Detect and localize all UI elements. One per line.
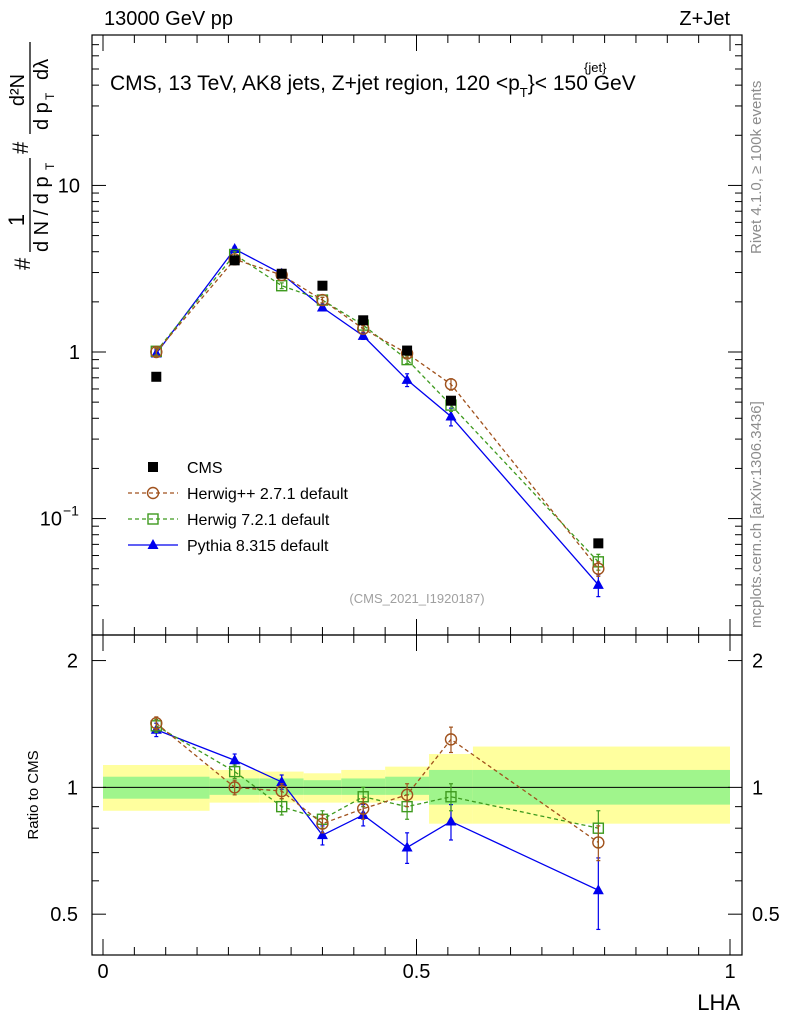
main-line-herwig-2-7-1-default [155, 258, 599, 570]
ratio-point-herwig-7-2-1-default [228, 765, 241, 778]
main-series-cms [151, 255, 604, 549]
ratio-point-herwig-2-7-1-default [400, 788, 414, 802]
y-axis-label-hash: # [10, 257, 35, 270]
ratio-point-pythia-8-315-default [276, 775, 288, 786]
y-tick-label: 10 [40, 509, 62, 531]
ratio-line-pythia-8-315-default [156, 729, 599, 891]
main-point-herwig-2-7-1-default [592, 562, 605, 575]
main-point-cms [402, 345, 413, 356]
main-point-cms [593, 538, 604, 549]
chart-title-superscript: {jet} [584, 60, 607, 75]
main-point-cms [151, 371, 162, 382]
main-series-herwig-2-7-1-default [150, 253, 605, 577]
main-point-pythia-8-315-default [592, 578, 604, 589]
legend: CMS Herwig++ 2.7.1 default Herwig 7.2.1 de… [128, 460, 349, 555]
ratio-point-pythia-8-315-default [445, 815, 457, 826]
y-axis-label-one: 1 [4, 214, 29, 226]
main-point-cms [445, 395, 456, 406]
ratio-series-herwig-2-7-1-default [150, 716, 605, 862]
main-point-cms [229, 255, 240, 266]
legend-marker-pythia-8-315-default [147, 539, 159, 549]
main-point-cms [358, 315, 369, 326]
y-tick-label-exponent: −1 [63, 503, 79, 519]
ratio-point-pythia-8-315-default [401, 841, 413, 852]
main-point-cms [317, 280, 328, 291]
ratio-point-herwig-2-7-1-default [444, 733, 458, 746]
main-line-pythia-8-315-default [155, 248, 599, 586]
main-point-herwig-2-7-1-default [150, 345, 163, 359]
ratio-point-herwig-2-7-1-default [228, 781, 241, 794]
x-tick-label: 0 [97, 961, 108, 983]
ratio-y-tick-label: 2 [67, 651, 78, 673]
legend-label-pythia-8-315-default: Pythia 8.315 default [187, 538, 329, 555]
x-tick-label: 0.5 [403, 961, 431, 983]
ratio-point-herwig-2-7-1-default [592, 836, 605, 849]
ratio-y-tick-label-right: 0.5 [752, 904, 780, 926]
ratio-y-axis-label: Ratio to CMS [25, 750, 42, 839]
ratio-point-herwig-2-7-1-default [357, 802, 370, 815]
legend-marker-herwig-2-7-1-default [146, 486, 160, 500]
y-axis-label-hash2: # [8, 141, 33, 154]
ratio-point-herwig-7-2-1-default [275, 800, 288, 813]
y-axis-label-den2: d p [31, 102, 53, 130]
y-axis-label-denominator: d N / d p [31, 176, 53, 252]
y-axis-label-subscript: T [43, 162, 57, 170]
main-point-herwig-2-7-1-default [316, 293, 329, 307]
ratio-point-herwig-2-7-1-default [275, 784, 288, 798]
main-line-herwig-7-2-1-default [155, 253, 599, 563]
main-point-pythia-8-315-default [401, 373, 413, 384]
legend-label-herwig-2-7-1-default: Herwig++ 2.7.1 default [187, 486, 349, 503]
ratio-panel: 0.5 0.5 1 1 2 2 0 0.5 1 LHA Ratio to CMS [25, 634, 780, 1015]
ratio-point-herwig-2-7-1-default [150, 717, 163, 730]
ratio-y-tick-label: 1 [67, 777, 78, 799]
main-point-pythia-8-315-default [316, 301, 328, 312]
uncertainty-band-green [341, 778, 386, 795]
chart-title: CMS, 13 TeV, AK8 jets, Z+jet region, 120… [110, 72, 636, 100]
legend-marker-cms [148, 462, 158, 472]
ratio-point-herwig-7-2-1-default [445, 791, 457, 803]
ratio-y-tick-label-right: 2 [752, 651, 763, 673]
ratio-line-herwig-7-2-1-default [155, 725, 599, 829]
header-left: 13000 GeV pp [104, 8, 233, 30]
header-right: Z+Jet [679, 8, 730, 30]
main-point-pythia-8-315-default [229, 243, 241, 254]
ratio-y-tick-label: 0.5 [50, 904, 78, 926]
legend-marker-herwig-7-2-1-default [147, 513, 159, 525]
ratio-point-pythia-8-315-default [229, 754, 241, 765]
main-point-herwig-2-7-1-default [444, 378, 458, 391]
x-axis-label: LHA [697, 990, 740, 1015]
ratio-y-tick-label-right: 1 [752, 777, 763, 799]
analysis-watermark: (CMS_2021_I1920187) [349, 591, 484, 606]
y-axis-label-subscript2: T [43, 92, 57, 100]
main-point-pythia-8-315-default [445, 410, 457, 421]
legend-label-cms: CMS [187, 460, 223, 477]
ratio-point-herwig-2-7-1-default [316, 817, 329, 830]
ratio-point-pythia-8-315-default [316, 829, 328, 840]
main-point-cms [276, 268, 287, 279]
x-tick-label: 1 [724, 961, 735, 983]
y-tick-label: 10 [58, 175, 80, 197]
y-axis-label-numerator: d²N [7, 74, 29, 106]
y-tick-label: 1 [69, 342, 80, 364]
legend-label-herwig-7-2-1-default: Herwig 7.2.1 default [187, 512, 330, 529]
y-axis-label-dlambda: dλ [31, 59, 53, 80]
ratio-point-pythia-8-315-default [592, 884, 604, 895]
